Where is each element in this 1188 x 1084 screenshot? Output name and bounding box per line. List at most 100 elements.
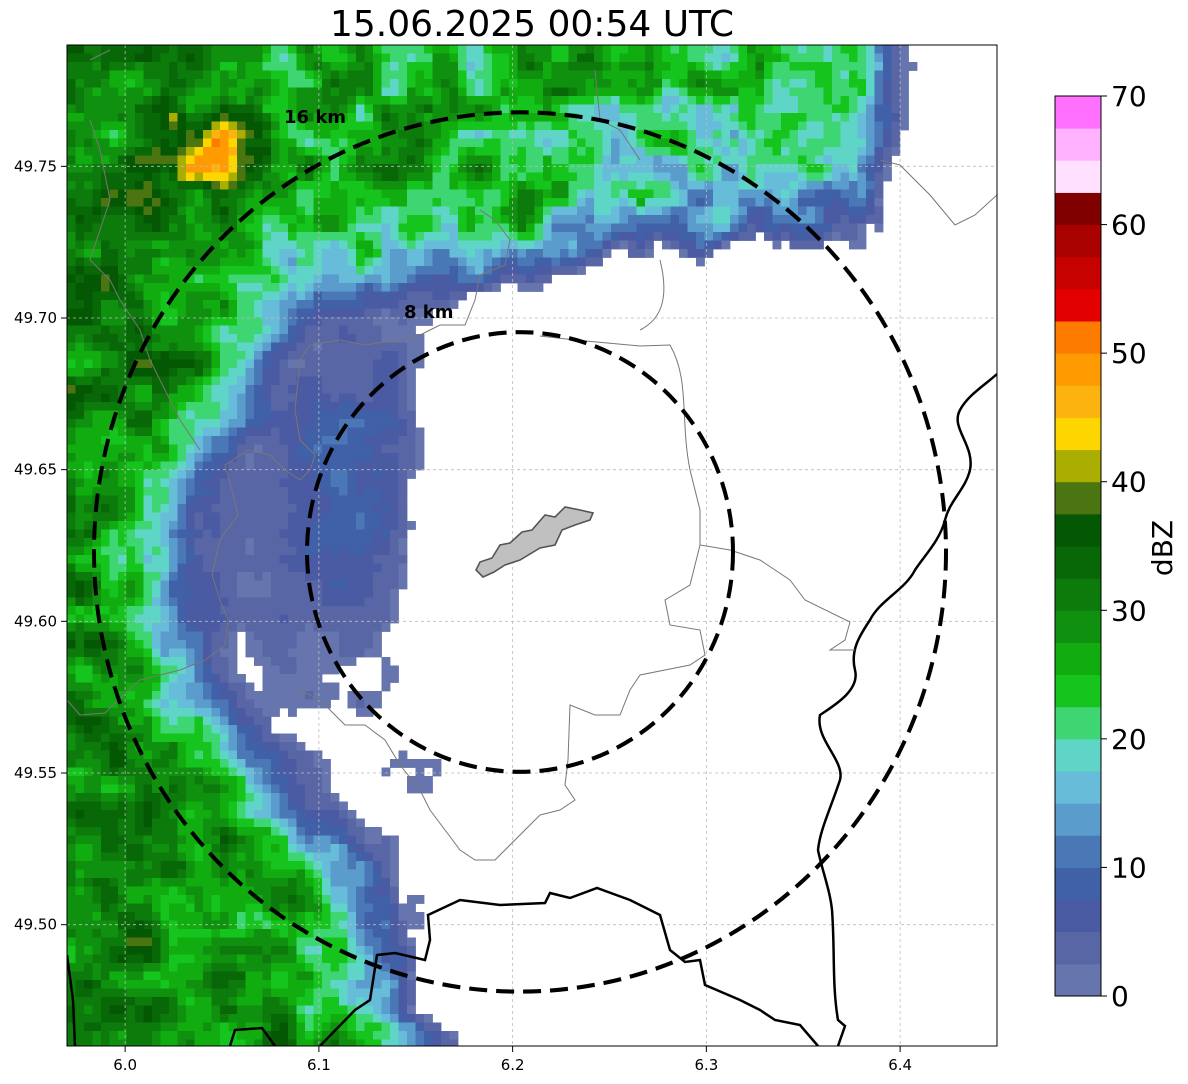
radar-cell (177, 240, 187, 250)
radar-cell (228, 691, 238, 700)
radar-cell (203, 325, 212, 335)
radar-cell (687, 189, 697, 199)
radar-cell (526, 232, 535, 241)
radar-cell (271, 759, 280, 768)
radar-cell (330, 376, 340, 386)
radar-cell (356, 87, 365, 97)
radar-cell (228, 113, 238, 122)
radar-cell (186, 419, 195, 428)
radar-cell (339, 121, 348, 131)
radar-cell (526, 274, 535, 284)
radar-cell (764, 130, 773, 139)
radar-cell (305, 189, 314, 199)
radar-cell (143, 657, 153, 666)
radar-cell (322, 206, 331, 216)
radar-cell (390, 351, 399, 360)
radar-cell (126, 614, 136, 624)
radar-cell (330, 810, 340, 819)
radar-cell (203, 189, 212, 199)
radar-cell (347, 138, 357, 148)
radar-cell (84, 87, 93, 97)
radar-cell (509, 223, 518, 233)
radar-cell (288, 776, 297, 785)
radar-cell (160, 512, 170, 522)
radar-cell (483, 215, 493, 224)
radar-cell (441, 266, 450, 275)
radar-cell (458, 147, 467, 156)
radar-cell (75, 606, 85, 615)
radar-cell (458, 283, 467, 292)
radar-cell (203, 767, 212, 777)
radar-cell (313, 223, 323, 233)
radar-cell (883, 155, 892, 165)
radar-cell (730, 206, 739, 216)
radar-cell (237, 79, 246, 88)
radar-cell (160, 648, 170, 658)
radar-cell (823, 121, 833, 131)
radar-cell (296, 504, 306, 513)
radar-cell (160, 742, 170, 751)
radar-cell (262, 368, 272, 377)
radar-cell (874, 113, 884, 122)
radar-cell (526, 223, 535, 233)
radar-cell (398, 487, 408, 496)
radar-cell (534, 181, 544, 190)
radar-cell (849, 79, 858, 88)
radar-cell (313, 682, 323, 692)
radar-cell (271, 521, 280, 530)
radar-cell (160, 470, 170, 479)
radar-cell (237, 376, 246, 386)
radar-cell (322, 342, 331, 352)
radar-cell (381, 512, 391, 522)
radar-cell (806, 130, 816, 139)
radar-cell (160, 232, 170, 241)
radar-cell (160, 393, 170, 403)
radar-cell (381, 172, 391, 182)
radar-cell (347, 300, 357, 309)
radar-cell (84, 750, 93, 760)
radar-cell (254, 801, 263, 811)
radar-cell (466, 274, 476, 284)
radar-cell (279, 487, 289, 496)
radar-cell (390, 359, 399, 369)
radar-cell (211, 189, 221, 199)
radar-cell (279, 461, 289, 471)
radar-cell (143, 470, 153, 479)
radar-cell (288, 291, 297, 301)
radar-cell (466, 113, 476, 122)
radar-cell (75, 580, 85, 590)
radar-cell (169, 708, 178, 717)
radar-cell (390, 79, 399, 88)
radar-cell (364, 198, 374, 207)
radar-cell (330, 223, 340, 233)
radar-cell (84, 529, 93, 539)
radar-cell (526, 113, 535, 122)
radar-cell (160, 538, 170, 547)
radar-cell (92, 801, 102, 811)
radar-cell (271, 274, 280, 284)
radar-cell (296, 742, 306, 751)
radar-cell (747, 189, 756, 199)
radar-cell (645, 198, 654, 207)
radar-cell (237, 580, 246, 590)
radar-cell (279, 393, 289, 403)
radar-cell (211, 138, 221, 148)
radar-cell (177, 784, 187, 794)
radar-cell (789, 155, 799, 165)
radar-cell (543, 53, 552, 63)
radar-cell (645, 70, 654, 80)
radar-cell (271, 172, 280, 182)
radar-cell (305, 555, 314, 564)
radar-cell (67, 504, 76, 513)
radar-cell (118, 113, 127, 122)
radar-cell (347, 495, 357, 505)
radar-cell (339, 308, 348, 318)
radar-cell (339, 521, 348, 530)
radar-cell (738, 147, 748, 156)
radar-cell (220, 342, 229, 352)
radar-cell (441, 79, 450, 88)
radar-cell (220, 249, 229, 258)
radar-cell (721, 181, 731, 190)
radar-cell (330, 283, 340, 292)
radar-cell (398, 130, 408, 139)
